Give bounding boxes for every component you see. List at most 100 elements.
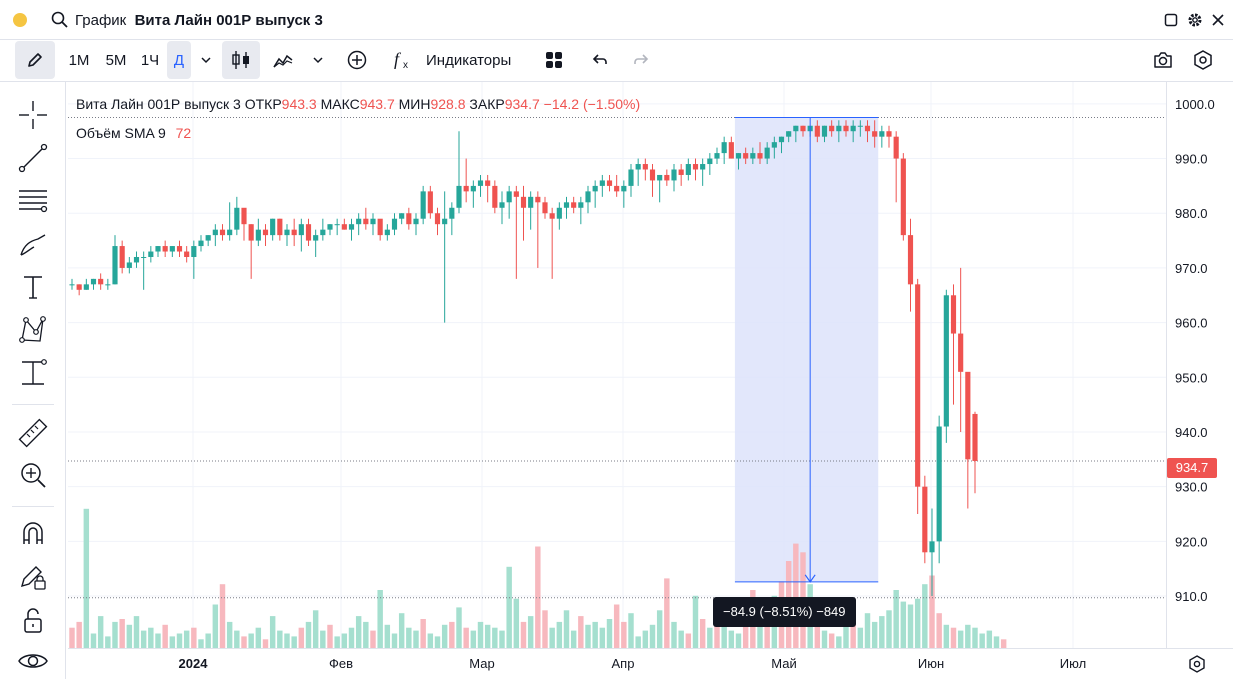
interval-1m-button[interactable]: 1М [68, 51, 90, 69]
candle-body [477, 180, 484, 186]
svg-text:x: x [403, 60, 408, 71]
candle-body [879, 131, 885, 137]
volume-bar [370, 630, 376, 648]
crosshair-icon[interactable] [16, 98, 50, 132]
candle-body [90, 278, 97, 285]
candle-body [922, 486, 928, 553]
close-icon[interactable] [1209, 11, 1227, 29]
volume-bar [685, 633, 692, 648]
volume-bar [477, 621, 484, 648]
candle-body [707, 158, 713, 165]
window-title: График Вита Лайн 001Р выпуск 3 [75, 12, 323, 29]
volume-bar [599, 627, 606, 648]
pencil-tool-button[interactable] [15, 41, 55, 79]
interval-5m-button[interactable]: 5М [105, 51, 127, 69]
eye-icon[interactable] [16, 644, 50, 678]
volume-bar [69, 627, 75, 648]
volume-bar [406, 627, 412, 648]
measure-tooltip: −84.9 (−8.51%) −849 [713, 597, 856, 627]
candle-body [542, 202, 548, 214]
candle-body [492, 185, 498, 208]
volume-bar [262, 639, 269, 648]
plus-circle-icon [347, 50, 367, 70]
add-symbol-button[interactable] [340, 40, 374, 80]
candle-body [958, 333, 964, 372]
volume-bar [155, 633, 161, 648]
candle-body [535, 196, 541, 203]
candle-body [198, 240, 204, 247]
candle-body [886, 131, 892, 137]
candle-body [606, 180, 613, 186]
text-tool-icon[interactable] [16, 270, 50, 304]
candle-body [262, 229, 269, 236]
volume-indicator-label[interactable]: Объём SMA 9 [76, 125, 166, 141]
candle-body [377, 218, 383, 236]
volume-bar [793, 543, 799, 648]
chart-type-dropdown-button[interactable] [306, 40, 330, 80]
volume-bar [549, 627, 555, 648]
legend-symbol[interactable]: Вита Лайн 001Р выпуск 3 [76, 96, 241, 112]
candle-body [241, 207, 247, 225]
date-price-range-icon[interactable] [16, 356, 50, 390]
volume-bar [484, 624, 491, 648]
volume-bar [334, 636, 340, 648]
volume-bar [857, 627, 864, 648]
candle-body [556, 207, 562, 219]
volume-bar [979, 633, 985, 648]
gear-icon[interactable] [1186, 11, 1204, 29]
interval-1h-button[interactable]: 1Ч [140, 51, 160, 69]
ruler-icon[interactable] [16, 416, 50, 450]
candle-body [169, 246, 175, 252]
candle-body [900, 158, 906, 236]
candle-body [836, 125, 842, 132]
volume-bar [441, 624, 448, 648]
candle-body [348, 224, 355, 230]
candle-body [571, 202, 577, 208]
candle-body [778, 136, 785, 143]
volume-bar [499, 630, 505, 648]
magnet-icon[interactable] [16, 518, 50, 552]
trend-line-icon[interactable] [16, 141, 50, 175]
fib-retracement-icon[interactable] [16, 184, 50, 218]
undo-button[interactable] [585, 40, 615, 80]
search-icon[interactable] [50, 10, 70, 30]
interval-day-button[interactable]: Д [167, 41, 191, 79]
candle-body [270, 218, 276, 236]
volume-bar [871, 621, 878, 648]
volume-bar [219, 584, 226, 648]
volume-bar [556, 621, 563, 648]
brush-icon[interactable] [16, 227, 50, 261]
interval-dropdown-button[interactable] [194, 40, 218, 80]
volume-bar [112, 621, 118, 648]
lock-drawing-icon[interactable] [16, 560, 50, 594]
axis-settings-icon[interactable] [1187, 654, 1207, 674]
candle-body [735, 153, 742, 159]
volume-bar [914, 598, 921, 648]
candle-body [821, 125, 828, 137]
pattern-icon[interactable] [16, 313, 50, 347]
volume-bar [162, 624, 168, 648]
volume-bar [513, 598, 520, 648]
y-axis-tick-label: 1000.0 [1175, 97, 1215, 112]
volume-bar [886, 610, 892, 648]
maximize-icon[interactable] [1162, 11, 1180, 29]
redo-button[interactable] [626, 40, 656, 80]
volume-bar [635, 636, 641, 648]
volume-bar [284, 633, 290, 648]
layouts-button[interactable] [538, 40, 570, 80]
unlock-icon[interactable] [16, 604, 50, 638]
candles-chart-type-button[interactable] [222, 41, 260, 79]
volume-bar [642, 630, 649, 648]
fullscreen-settings-button[interactable] [1188, 40, 1218, 80]
zoom-in-icon[interactable] [16, 458, 50, 492]
candle-body [499, 202, 505, 208]
volume-bar [535, 546, 541, 648]
volume-bar [929, 575, 935, 648]
candle-body [133, 256, 140, 263]
compare-button[interactable] [266, 40, 300, 80]
candle-body [191, 246, 197, 257]
screenshot-button[interactable] [1148, 40, 1178, 80]
window-title-symbol[interactable]: Вита Лайн 001Р выпуск 3 [134, 12, 323, 29]
